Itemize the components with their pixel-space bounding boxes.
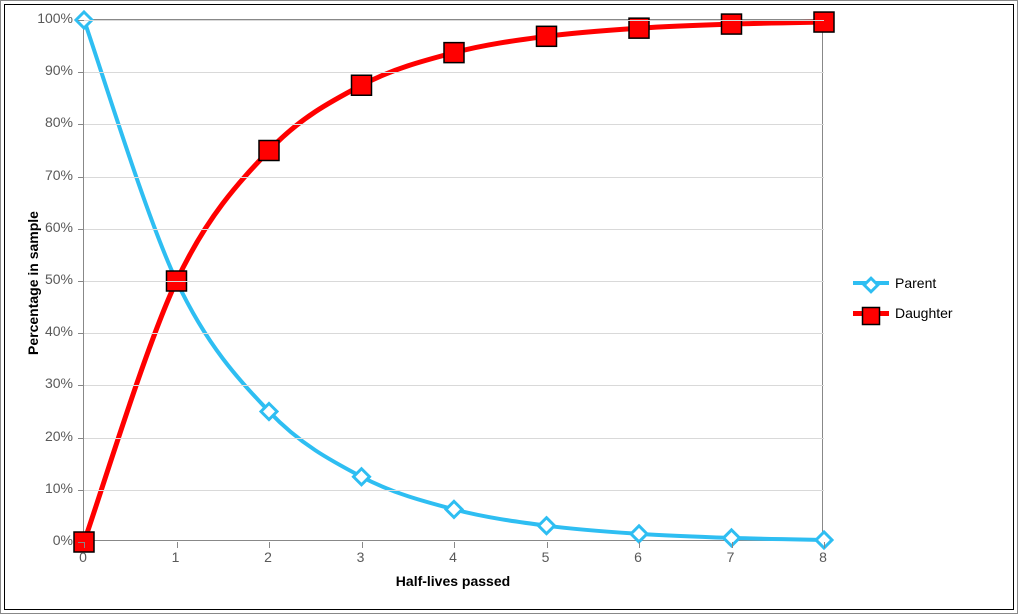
y-gridline <box>84 124 824 125</box>
y-tick <box>78 385 84 386</box>
x-tick <box>454 542 455 548</box>
y-tick-label: 30% <box>27 375 73 391</box>
y-tick-label: 90% <box>27 62 73 78</box>
series-line-parent <box>84 20 824 540</box>
x-tick-label: 4 <box>433 549 473 565</box>
y-gridline <box>84 72 824 73</box>
series-marker-daughter <box>629 18 649 38</box>
x-tick <box>269 542 270 548</box>
series-marker-parent <box>631 526 647 542</box>
y-gridline <box>84 177 824 178</box>
x-axis-title: Half-lives passed <box>83 573 823 589</box>
x-tick <box>732 542 733 548</box>
legend-swatch <box>853 281 889 285</box>
series-marker-daughter <box>814 12 834 32</box>
x-tick-label: 5 <box>526 549 566 565</box>
legend-item-parent: Parent <box>853 275 953 291</box>
y-gridline <box>84 490 824 491</box>
x-tick <box>177 542 178 548</box>
series-marker-daughter <box>259 141 279 161</box>
y-tick-label: 70% <box>27 167 73 183</box>
series-marker-parent <box>446 501 462 517</box>
x-tick <box>547 542 548 548</box>
y-tick-label: 50% <box>27 271 73 287</box>
series-line-daughter <box>84 22 824 542</box>
x-tick-label: 3 <box>341 549 381 565</box>
y-tick <box>78 333 84 334</box>
y-gridline <box>84 229 824 230</box>
series-marker-daughter <box>444 43 464 63</box>
y-gridline <box>84 333 824 334</box>
y-tick <box>78 177 84 178</box>
legend-item-daughter: Daughter <box>853 305 953 321</box>
y-gridline <box>84 281 824 282</box>
y-tick-label: 100% <box>27 10 73 26</box>
chart-frame: Percentage in sample Half-lives passed P… <box>0 0 1018 614</box>
legend: Parent Daughter <box>853 261 953 335</box>
x-tick-label: 1 <box>156 549 196 565</box>
y-tick <box>78 438 84 439</box>
series-marker-daughter <box>722 14 742 34</box>
legend-swatch <box>853 311 889 316</box>
series-marker-parent <box>354 469 370 485</box>
x-tick-label: 7 <box>711 549 751 565</box>
y-tick <box>78 124 84 125</box>
y-tick-label: 10% <box>27 480 73 496</box>
y-gridline <box>84 20 824 21</box>
x-tick <box>84 542 85 548</box>
x-tick-label: 0 <box>63 549 103 565</box>
x-tick-label: 8 <box>803 549 843 565</box>
plot-area <box>83 19 823 541</box>
y-tick <box>78 490 84 491</box>
x-tick <box>639 542 640 548</box>
y-tick <box>78 281 84 282</box>
y-gridline <box>84 438 824 439</box>
y-tick <box>78 72 84 73</box>
series-marker-daughter <box>537 26 557 46</box>
y-tick <box>78 20 84 21</box>
legend-label: Daughter <box>895 305 953 321</box>
y-tick-label: 20% <box>27 428 73 444</box>
series-marker-daughter <box>352 75 372 95</box>
y-tick-label: 0% <box>27 532 73 548</box>
x-tick <box>824 542 825 548</box>
y-tick-label: 60% <box>27 219 73 235</box>
series-marker-parent <box>539 518 555 534</box>
y-tick-label: 40% <box>27 323 73 339</box>
y-gridline <box>84 385 824 386</box>
x-tick-label: 2 <box>248 549 288 565</box>
x-tick <box>362 542 363 548</box>
y-tick-label: 80% <box>27 114 73 130</box>
legend-label: Parent <box>895 275 936 291</box>
x-tick-label: 6 <box>618 549 658 565</box>
y-tick <box>78 229 84 230</box>
